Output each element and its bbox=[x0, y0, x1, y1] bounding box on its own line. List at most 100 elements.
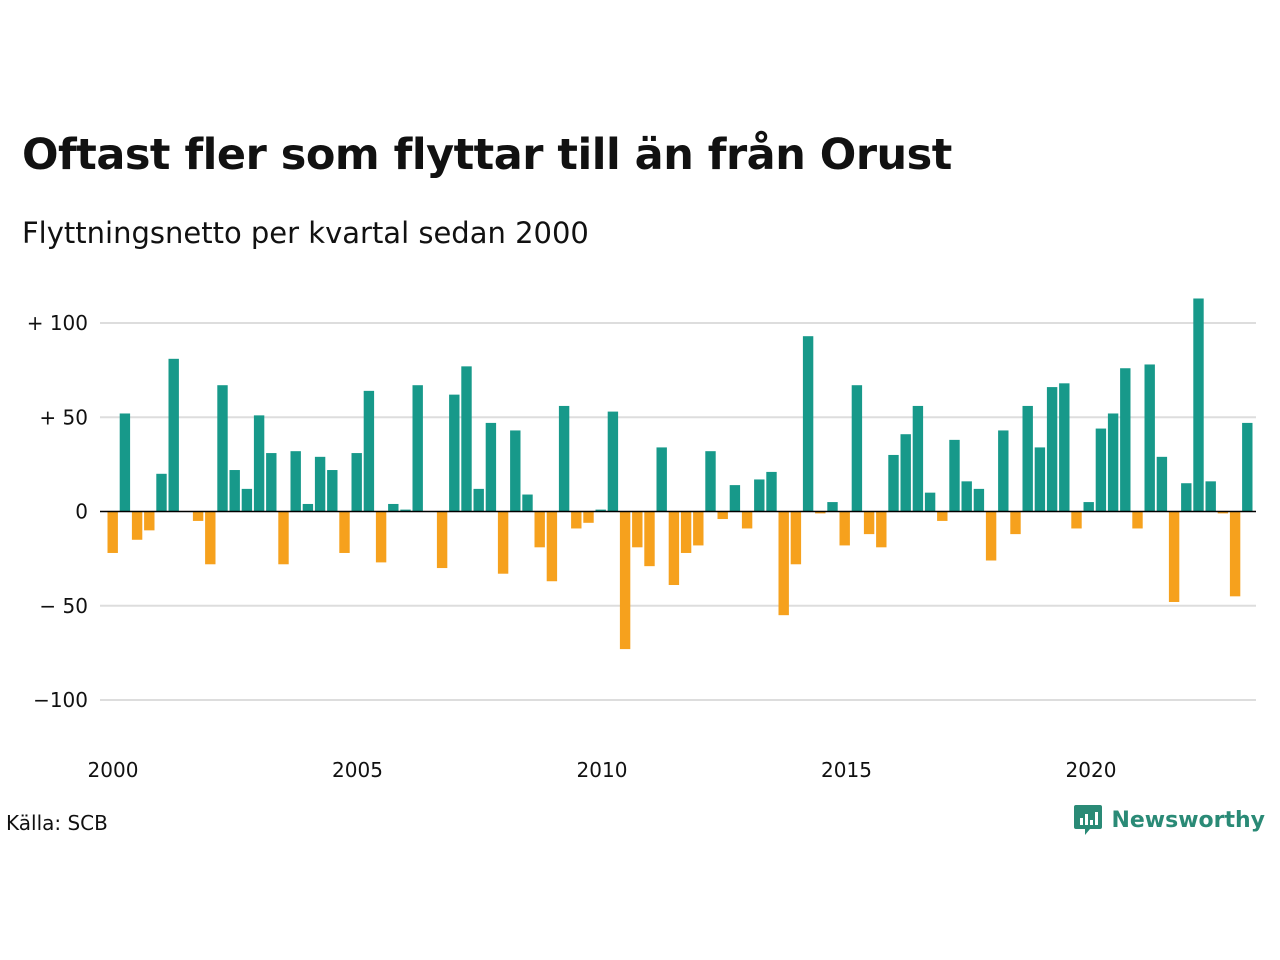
bar bbox=[558, 405, 570, 512]
bar bbox=[473, 488, 484, 512]
bar bbox=[156, 473, 167, 512]
chart-title: Oftast fler som flyttar till än från Oru… bbox=[22, 130, 952, 180]
bar bbox=[241, 488, 253, 512]
bar bbox=[705, 451, 716, 512]
bar bbox=[400, 509, 411, 512]
bar bbox=[485, 422, 497, 512]
y-tick-label: −100 bbox=[33, 688, 88, 712]
bar bbox=[168, 358, 179, 512]
bar bbox=[778, 511, 789, 616]
x-tick-label: 2020 bbox=[1066, 758, 1117, 782]
bar bbox=[1168, 511, 1180, 602]
bar bbox=[973, 488, 985, 512]
bar bbox=[815, 511, 826, 514]
bar bbox=[229, 470, 240, 512]
bar bbox=[656, 447, 667, 512]
source-note: Källa: SCB bbox=[6, 811, 108, 835]
bar bbox=[607, 411, 619, 512]
bar bbox=[1144, 364, 1155, 512]
bar bbox=[729, 485, 741, 512]
bar bbox=[375, 511, 387, 563]
x-tick-label: 2005 bbox=[332, 758, 383, 782]
bar bbox=[693, 511, 704, 546]
bar bbox=[119, 413, 131, 512]
bar bbox=[900, 434, 911, 512]
bar bbox=[961, 481, 972, 512]
bar bbox=[863, 511, 875, 535]
bar bbox=[619, 511, 631, 650]
bar bbox=[766, 471, 777, 512]
bar bbox=[144, 511, 155, 531]
bar bbox=[363, 390, 375, 512]
bar bbox=[436, 511, 448, 569]
x-tick-label: 2010 bbox=[577, 758, 628, 782]
bar bbox=[278, 511, 289, 565]
bar bbox=[583, 511, 594, 523]
bar bbox=[327, 470, 338, 512]
bar bbox=[1071, 511, 1082, 529]
bar bbox=[1217, 511, 1229, 514]
bar bbox=[632, 511, 643, 548]
bar-chart: + 100 + 50 0 − 50 −100 2000 2005 2010 2015 2020 bbox=[27, 298, 1256, 782]
bar bbox=[717, 511, 728, 520]
bar bbox=[839, 511, 850, 546]
bar bbox=[1156, 456, 1168, 512]
bar bbox=[1034, 447, 1046, 512]
bar bbox=[302, 503, 314, 512]
bar bbox=[802, 336, 814, 512]
bar bbox=[388, 503, 399, 512]
bar bbox=[339, 511, 350, 553]
bars bbox=[107, 298, 1253, 650]
bar bbox=[876, 511, 887, 548]
bar bbox=[1205, 481, 1216, 512]
bar bbox=[912, 405, 924, 512]
bar bbox=[644, 511, 655, 567]
bar bbox=[522, 494, 533, 512]
y-tick-label: + 100 bbox=[27, 311, 88, 335]
bar bbox=[449, 394, 460, 512]
bar bbox=[754, 479, 765, 512]
bar bbox=[534, 511, 545, 548]
y-tick-label: 0 bbox=[75, 500, 88, 524]
bar bbox=[888, 454, 899, 512]
bar bbox=[924, 492, 936, 512]
bar bbox=[461, 366, 472, 512]
bar bbox=[668, 511, 680, 586]
bar bbox=[497, 511, 509, 574]
bar bbox=[790, 511, 802, 565]
bar bbox=[851, 385, 863, 512]
bar bbox=[1046, 387, 1058, 512]
bar bbox=[1193, 298, 1204, 512]
bar bbox=[107, 511, 118, 553]
bar bbox=[217, 385, 228, 512]
brand-name: Newsworthy bbox=[1111, 807, 1265, 833]
bar bbox=[205, 511, 216, 565]
x-tick-label: 2015 bbox=[821, 758, 872, 782]
bar bbox=[1120, 368, 1131, 512]
bar bbox=[351, 453, 362, 512]
bar bbox=[985, 511, 997, 561]
bar bbox=[253, 415, 265, 512]
bar bbox=[1083, 502, 1094, 512]
bar bbox=[937, 511, 948, 521]
bar bbox=[998, 430, 1009, 512]
bar bbox=[131, 511, 143, 540]
bar bbox=[412, 385, 423, 512]
brand-logo: Newsworthy bbox=[1073, 803, 1265, 837]
bar bbox=[571, 511, 582, 529]
bar bbox=[1242, 422, 1253, 512]
bar bbox=[510, 430, 521, 512]
newsworthy-logo-icon bbox=[1074, 805, 1103, 835]
bar bbox=[741, 511, 753, 529]
bar bbox=[1181, 483, 1192, 512]
bar bbox=[680, 511, 692, 553]
bar bbox=[290, 451, 301, 512]
x-tick-label: 2000 bbox=[88, 758, 139, 782]
bar bbox=[595, 509, 606, 512]
bar bbox=[1132, 511, 1143, 529]
y-tick-label: + 50 bbox=[39, 405, 88, 429]
bar bbox=[949, 439, 960, 512]
x-axis-labels: 2000 2005 2010 2015 2020 bbox=[88, 758, 1117, 782]
bar bbox=[546, 511, 558, 582]
y-axis-labels: + 100 + 50 0 − 50 −100 bbox=[27, 311, 88, 712]
